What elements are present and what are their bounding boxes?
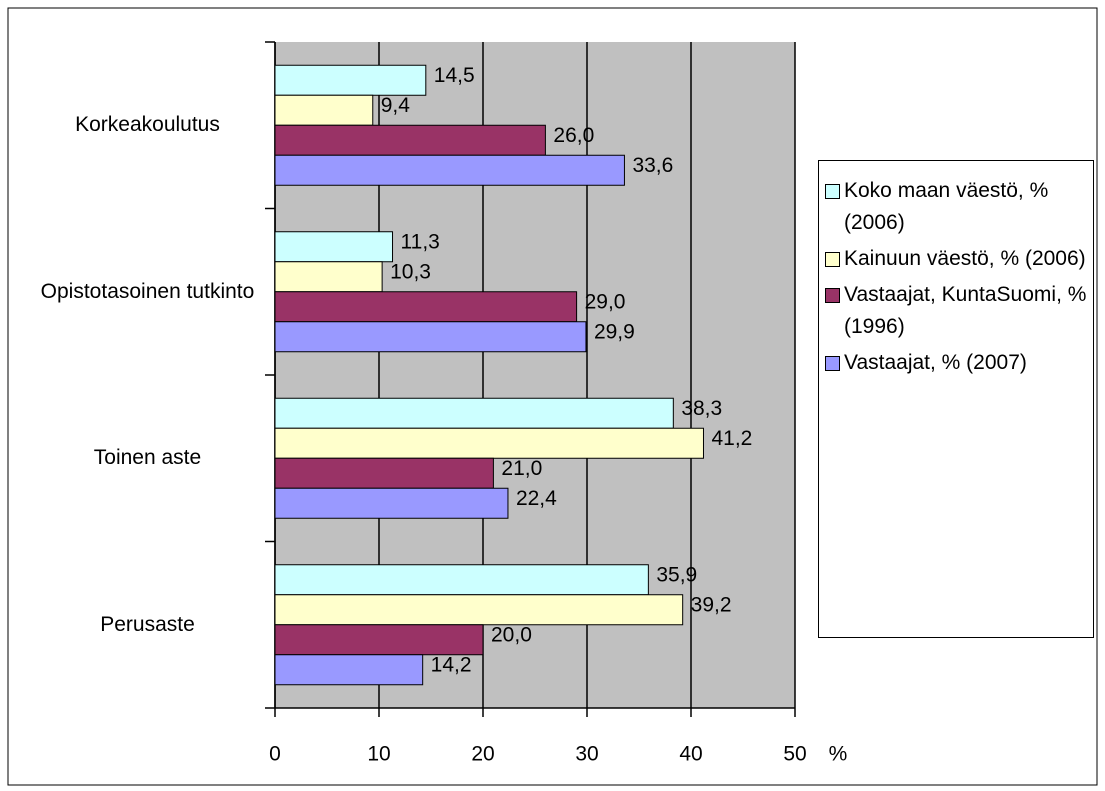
- value-label: 38,3: [681, 397, 722, 420]
- value-label: 29,9: [594, 320, 635, 343]
- bar: [274, 457, 494, 489]
- x-tick-label: 40: [679, 743, 702, 766]
- value-label: 26,0: [553, 124, 594, 147]
- value-label: 33,6: [632, 154, 673, 177]
- value-label: 22,4: [516, 487, 557, 510]
- bar: [274, 261, 383, 293]
- legend-label: Vastaajat, % (2007): [844, 351, 1027, 374]
- value-label: 10,3: [390, 260, 431, 283]
- legend-swatch: [825, 252, 840, 267]
- value-label: 9,4: [381, 94, 411, 117]
- bar: [274, 564, 649, 596]
- bar: [274, 427, 704, 459]
- value-label: 14,2: [431, 653, 472, 676]
- legend-entry: Koko maan väestö, % (2006): [825, 175, 1093, 239]
- bar: [274, 124, 546, 156]
- y-tick-label: Toinen aste: [93, 446, 202, 470]
- legend-entry: Vastaajat, % (2007): [825, 347, 1093, 379]
- legend-swatch: [825, 356, 840, 371]
- legend-label: Vastaajat, KuntaSuomi, % (1996): [844, 283, 1087, 338]
- x-tick-label: 20: [471, 743, 494, 766]
- bar: [274, 64, 427, 96]
- value-label: 29,0: [585, 290, 626, 313]
- legend-label: Koko maan väestö, % (2006): [844, 179, 1049, 234]
- y-tick-label: Perusaste: [100, 612, 195, 636]
- legend-entry: Vastaajat, KuntaSuomi, % (1996): [825, 279, 1093, 343]
- y-tick-label: Korkeakoulutus: [75, 113, 220, 137]
- value-label: 14,5: [434, 64, 475, 87]
- bar: [274, 154, 625, 186]
- x-tick-label: 10: [367, 743, 390, 766]
- legend-swatch: [825, 288, 840, 303]
- x-tick-label: 30: [575, 743, 598, 766]
- value-label: 20,0: [491, 623, 532, 646]
- bar: [274, 487, 509, 519]
- legend-label: Kainuun väestö, % (2006): [844, 247, 1086, 270]
- value-label: 21,0: [501, 457, 542, 480]
- bar: [274, 654, 424, 686]
- value-label: 41,2: [711, 427, 752, 450]
- y-tick-label: Opistotasoinen tutkinto: [40, 279, 255, 303]
- x-axis-label: %: [829, 743, 848, 766]
- x-tick-label: 0: [269, 743, 281, 766]
- bar: [274, 94, 374, 126]
- legend-swatch: [825, 184, 840, 199]
- legend-entry: Kainuun väestö, % (2006): [825, 243, 1093, 275]
- bar: [274, 321, 587, 353]
- bar: [274, 624, 484, 656]
- bar: [274, 291, 578, 323]
- value-label: 35,9: [656, 563, 697, 586]
- value-label: 11,3: [401, 230, 440, 253]
- legend: Koko maan väestö, % (2006) Kainuun väestö…: [818, 160, 1094, 638]
- bar: [274, 231, 394, 263]
- value-label: 39,2: [691, 593, 732, 616]
- bar: [274, 397, 674, 429]
- bar: [274, 594, 684, 626]
- x-tick-label: 50: [783, 743, 806, 766]
